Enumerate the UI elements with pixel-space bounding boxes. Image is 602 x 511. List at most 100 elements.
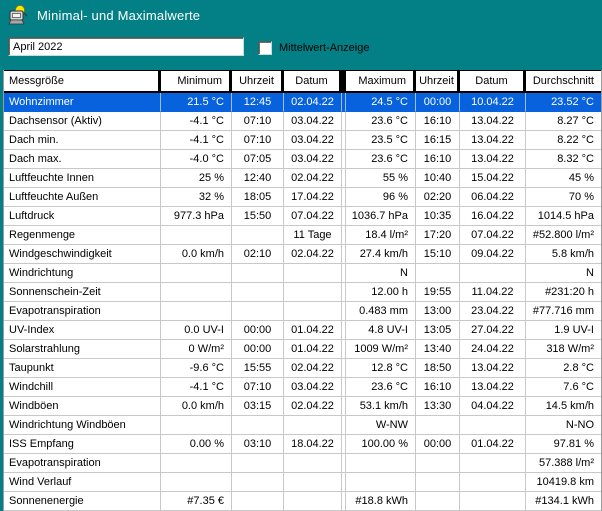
table-row[interactable]: Solarstrahlung 0 W/m² 00:00 01.04.22 1009 W/… — [4, 340, 601, 359]
table-row[interactable]: Evapotranspiration 57.388 l/m² — [4, 454, 601, 473]
cell-minimum — [161, 302, 232, 321]
cell-datum-min: 01.04.22 — [284, 340, 342, 359]
cell-uhrzeit-min: 07:05 — [232, 150, 284, 169]
table-row[interactable]: Luftfeuchte Innen 25 % 12:40 02.04.22 55 % 10… — [4, 169, 601, 188]
table-row[interactable]: Windrichtung N N — [4, 264, 601, 283]
section-divider-cell — [342, 302, 346, 321]
table-row[interactable]: Regenmenge 11 Tage 18.4 l/m² 17:20 07.04.22 #… — [4, 226, 601, 245]
cell-datum-max: 13.04.22 — [460, 112, 526, 131]
cell-messgroesse: Evapotranspiration — [4, 454, 161, 473]
cell-durchschnitt: 5.8 km/h — [526, 245, 601, 264]
cell-uhrzeit-min: 03:15 — [232, 397, 284, 416]
cell-uhrzeit-min: 00:00 — [232, 340, 284, 359]
cell-datum-max: 04.04.22 — [460, 397, 526, 416]
cell-datum-max — [460, 473, 526, 492]
cell-durchschnitt: 23.52 °C — [526, 93, 601, 112]
cell-datum-min: 18.04.22 — [284, 435, 342, 454]
mittelwert-checkbox[interactable] — [258, 41, 272, 55]
cell-durchschnitt: 1014.5 hPa — [526, 207, 601, 226]
cell-uhrzeit-min: 15:50 — [232, 207, 284, 226]
section-divider-cell — [342, 397, 346, 416]
column-header-durchschnitt: Durchschnitt — [526, 71, 601, 91]
cell-uhrzeit-min: 15:55 — [232, 359, 284, 378]
column-header-datum-min: Datum — [284, 71, 342, 91]
cell-maximum: 18.4 l/m² — [346, 226, 416, 245]
table-row[interactable]: Luftfeuchte Außen 32 % 18:05 17.04.22 96 % 02… — [4, 188, 601, 207]
cell-maximum: 4.8 UV-I — [346, 321, 416, 340]
table-row[interactable]: UV-Index 0.0 UV-I 00:00 01.04.22 4.8 UV-I 13:… — [4, 321, 601, 340]
column-header-maximum: Maximum — [346, 71, 416, 91]
cell-messgroesse: Sonnenschein-Zeit — [4, 283, 161, 302]
cell-datum-max: 13.04.22 — [460, 378, 526, 397]
cell-maximum: 12.00 h — [346, 283, 416, 302]
table-row[interactable]: Dach min. -4.1 °C 07:10 03.04.22 23.5 °C 16:1… — [4, 131, 601, 150]
section-divider-cell — [342, 283, 346, 302]
cell-datum-min — [284, 492, 342, 511]
table-row[interactable]: Dachsensor (Aktiv) -4.1 °C 07:10 03.04.22 23… — [4, 112, 601, 131]
section-divider-cell — [342, 150, 346, 169]
cell-minimum: -4.1 °C — [161, 112, 232, 131]
section-divider-cell — [342, 359, 346, 378]
section-divider-cell — [342, 226, 346, 245]
cell-durchschnitt: 70 % — [526, 188, 601, 207]
cell-minimum — [161, 264, 232, 283]
cell-uhrzeit-min — [232, 302, 284, 321]
cell-uhrzeit-max — [416, 492, 460, 511]
table-row[interactable]: Sonnenschein-Zeit 12.00 h 19:55 11.04.22 #23… — [4, 283, 601, 302]
table-row[interactable]: Luftdruck 977.3 hPa 15:50 07.04.22 1036.7 hP… — [4, 207, 601, 226]
cell-durchschnitt: 97.81 % — [526, 435, 601, 454]
cell-datum-max — [460, 492, 526, 511]
cell-datum-min — [284, 264, 342, 283]
cell-datum-max: 13.04.22 — [460, 359, 526, 378]
table-row[interactable]: ISS Empfang 0.00 % 03:10 18.04.22 100.00 % 00… — [4, 435, 601, 454]
weather-station-icon — [7, 4, 29, 26]
table-header-row: Messgröße Minimum Uhrzeit Datum Maximum Uhrze… — [4, 70, 601, 93]
column-header-minimum: Minimum — [161, 71, 232, 91]
cell-durchschnitt: 45 % — [526, 169, 601, 188]
cell-uhrzeit-max — [416, 416, 460, 435]
table-row[interactable]: Wohnzimmer 21.5 °C 12:45 02.04.22 24.5 °C 00:… — [4, 93, 601, 112]
cell-datum-min — [284, 416, 342, 435]
cell-maximum: 23.6 °C — [346, 112, 416, 131]
cell-uhrzeit-max: 16:10 — [416, 378, 460, 397]
cell-uhrzeit-max: 00:00 — [416, 435, 460, 454]
cell-maximum: 12.8 °C — [346, 359, 416, 378]
table-row[interactable]: Windchill -4.1 °C 07:10 03.04.22 23.6 °C 16:1… — [4, 378, 601, 397]
cell-uhrzeit-max — [416, 473, 460, 492]
table-row[interactable]: Dach max. -4.0 °C 07:05 03.04.22 23.6 °C 16:1… — [4, 150, 601, 169]
cell-minimum — [161, 473, 232, 492]
cell-uhrzeit-min — [232, 454, 284, 473]
table-row[interactable]: Sonnenenergie #7.35 € #18.8 kWh #134.1 kWh — [4, 492, 601, 511]
cell-uhrzeit-max: 16:10 — [416, 150, 460, 169]
cell-uhrzeit-min: 18:05 — [232, 188, 284, 207]
cell-datum-min: 03.04.22 — [284, 112, 342, 131]
section-divider-cell — [342, 473, 346, 492]
cell-messgroesse: Windböen — [4, 397, 161, 416]
table-row[interactable]: Wind Verlauf 10419.8 km — [4, 473, 601, 492]
cell-messgroesse: Windgeschwindigkeit — [4, 245, 161, 264]
table-row[interactable]: Windböen 0.0 km/h 03:15 02.04.22 53.1 km/h 13… — [4, 397, 601, 416]
title-bar[interactable]: Minimal- und Maximalwerte — [0, 0, 602, 30]
table-row[interactable]: Taupunkt -9.6 °C 15:55 02.04.22 12.8 °C 18:50… — [4, 359, 601, 378]
table-row[interactable]: Windrichtung Windböen W-NW N-NO — [4, 416, 601, 435]
period-input[interactable] — [8, 37, 244, 56]
cell-uhrzeit-min — [232, 416, 284, 435]
cell-maximum: 23.6 °C — [346, 378, 416, 397]
cell-minimum: 21.5 °C — [161, 93, 232, 112]
cell-maximum: 23.6 °C — [346, 150, 416, 169]
cell-minimum: 0.00 % — [161, 435, 232, 454]
cell-maximum — [346, 454, 416, 473]
table-row[interactable]: Evapotranspiration 0.483 mm 13:00 23.04.22 #… — [4, 302, 601, 321]
table-row[interactable]: Windgeschwindigkeit 0.0 km/h 02:10 02.04.22… — [4, 245, 601, 264]
cell-durchschnitt: N-NO — [526, 416, 601, 435]
cell-durchschnitt: 2.8 °C — [526, 359, 601, 378]
section-divider-cell — [342, 93, 346, 112]
cell-maximum: 24.5 °C — [346, 93, 416, 112]
cell-durchschnitt: 10419.8 km — [526, 473, 601, 492]
cell-datum-min: 02.04.22 — [284, 169, 342, 188]
cell-datum-min: 02.04.22 — [284, 93, 342, 112]
cell-uhrzeit-max: 15:10 — [416, 245, 460, 264]
cell-uhrzeit-max: 02:20 — [416, 188, 460, 207]
cell-uhrzeit-max: 18:50 — [416, 359, 460, 378]
cell-uhrzeit-min: 07:10 — [232, 112, 284, 131]
